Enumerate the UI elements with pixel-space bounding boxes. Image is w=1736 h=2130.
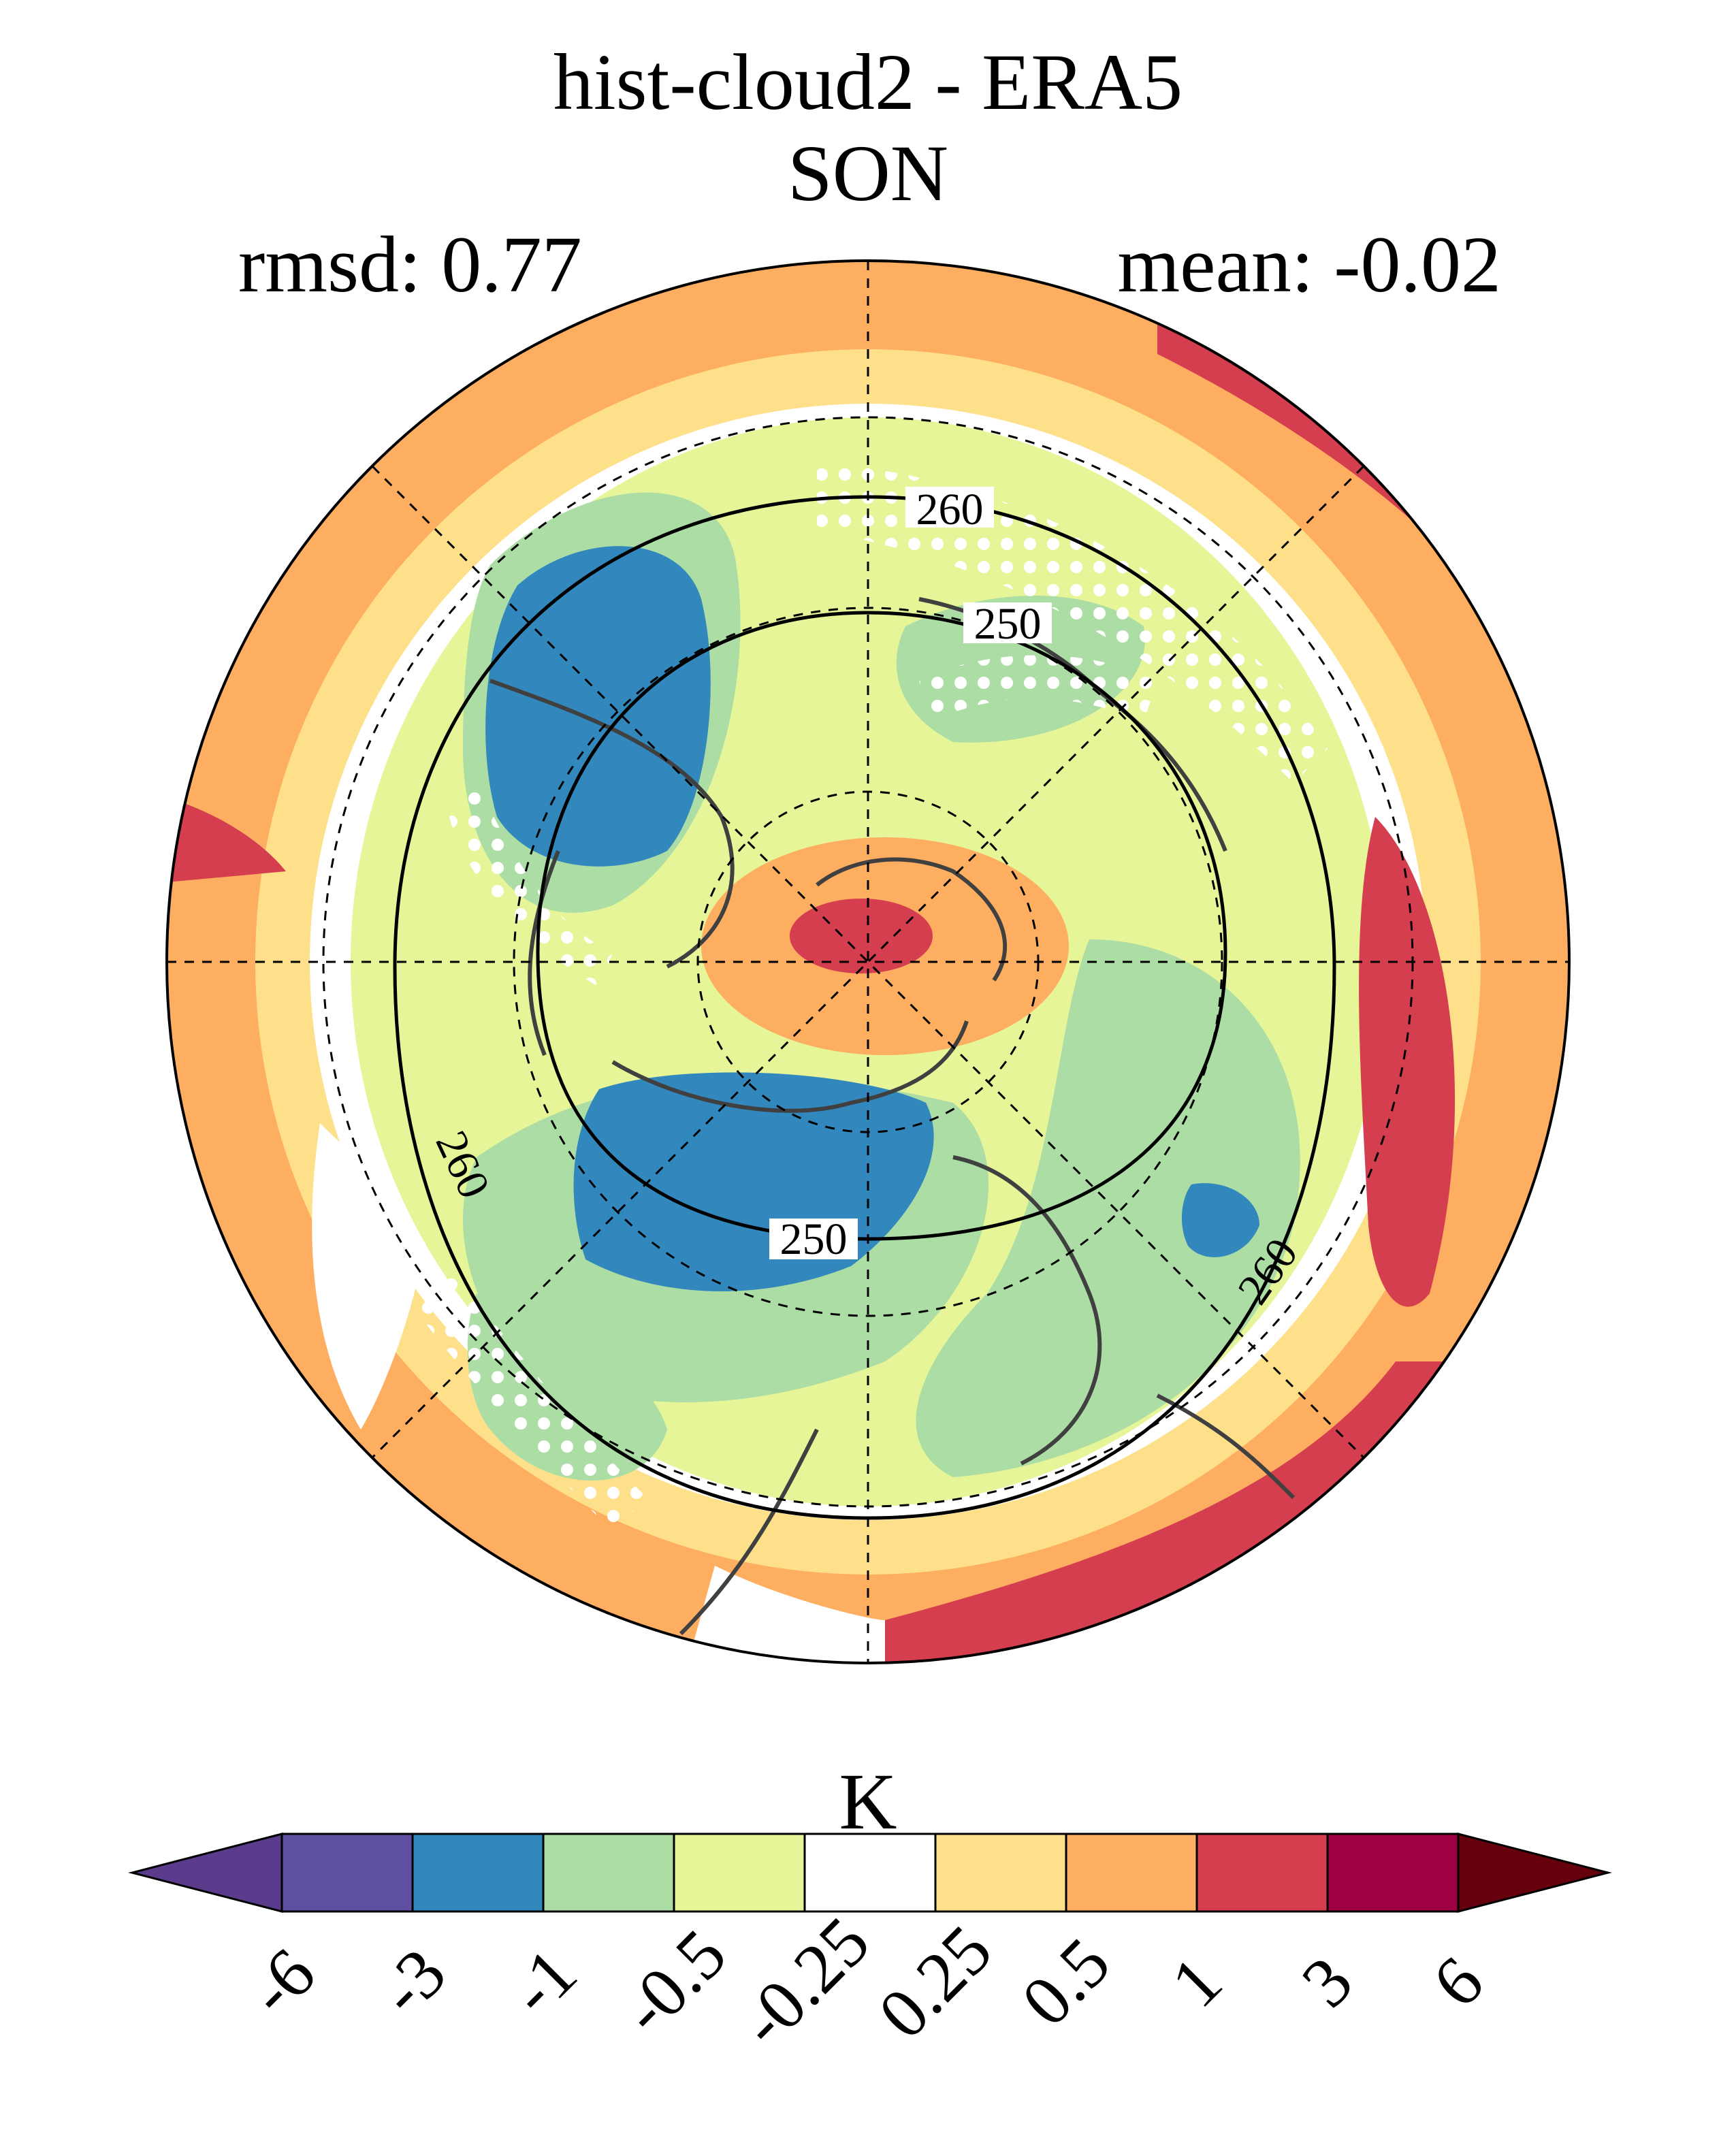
colorbar-box (673, 1833, 806, 1913)
field-white-west (312, 1123, 422, 1430)
colorbar-box (1326, 1833, 1460, 1913)
colorbar-box (1195, 1833, 1329, 1913)
contour-label: 250 (780, 1214, 848, 1264)
field-red-right (1359, 817, 1456, 1307)
colorbar-box (542, 1833, 675, 1913)
contour-label: 260 (916, 485, 984, 534)
stipple-southwest (381, 1225, 647, 1532)
colorbar-arrow-high (1457, 1833, 1612, 1913)
colorbar-box (803, 1833, 937, 1913)
plot-title: hist-cloud2 - ERA5 (553, 37, 1183, 127)
colorbar-arrow-low (128, 1833, 283, 1913)
rmsd-label: rmsd: 0.77 (238, 220, 582, 309)
stipple-north (817, 463, 1328, 783)
field-blue-alaska (485, 546, 711, 867)
polar-map: 260 250 250 260 260 (165, 259, 1571, 1664)
colorbar-box (280, 1833, 414, 1913)
colorbar-box (934, 1833, 1067, 1913)
mean-label: mean: -0.02 (1117, 220, 1501, 309)
colorbar-unit: K (839, 1757, 897, 1846)
field-green-southatlantic (467, 1293, 667, 1481)
temperature-contours (393, 495, 1336, 1520)
colorbar-box (1065, 1833, 1198, 1913)
field-blue-caspian (1181, 1183, 1259, 1257)
map-border (165, 259, 1571, 1664)
colorbar-box (411, 1833, 545, 1913)
field-red-pole (790, 899, 933, 973)
contour-label: 250 (974, 599, 1042, 649)
stipple-pacific (449, 783, 613, 987)
plot-subtitle-season: SON (787, 129, 949, 218)
stipple-siberia (919, 655, 1157, 722)
